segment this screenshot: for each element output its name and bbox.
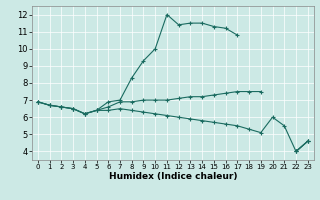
X-axis label: Humidex (Indice chaleur): Humidex (Indice chaleur): [108, 172, 237, 181]
